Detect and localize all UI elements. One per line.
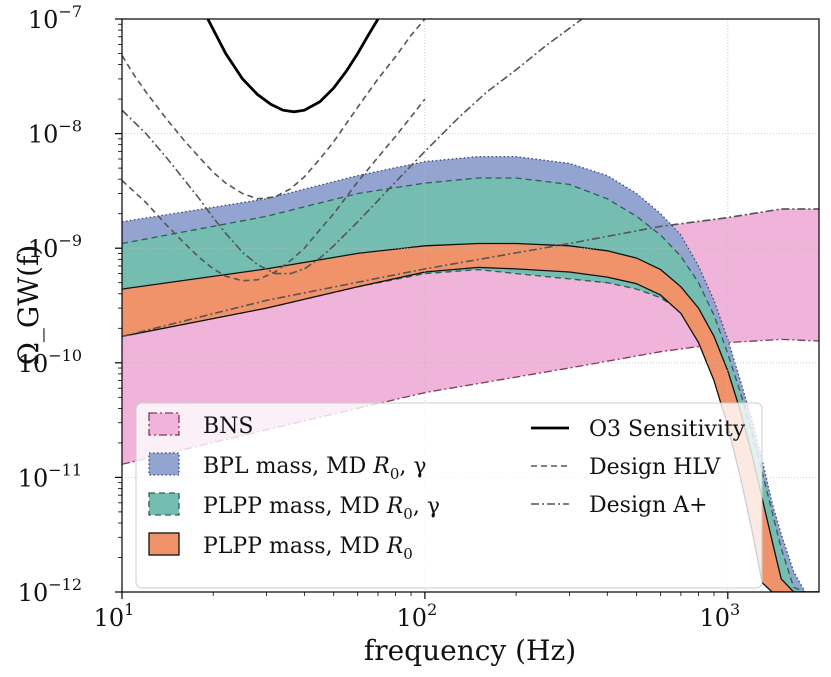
curve-aplus-a — [122, 19, 583, 275]
legend-label-hlv-a: Design HLV — [589, 455, 721, 480]
x-tick-label: 102 — [397, 600, 438, 632]
y-tick-label: 10−8 — [28, 117, 82, 149]
legend-label-o3: O3 Sensitivity — [589, 417, 746, 442]
x-tick-label: 101 — [94, 600, 135, 632]
band-upper-edge — [122, 242, 819, 592]
legend-label-plpp: PLPP mass, MD R0 — [203, 534, 413, 563]
x-tick-label: 103 — [699, 600, 740, 632]
y-tick-label: 10−9 — [28, 231, 82, 263]
band-upper-edge — [122, 177, 819, 592]
curve-hlv-a — [122, 19, 426, 200]
curve-o3 — [206, 19, 380, 114]
y-tick-label: 10−11 — [18, 460, 82, 492]
curves-layer — [122, 19, 819, 338]
legend: BNS BPL mass, MD R0, γ PLPP mass, MD R0, γ… — [135, 402, 763, 589]
legend-label-aplus-a: Design A+ — [589, 493, 708, 518]
band-lower-edge — [122, 338, 819, 465]
plot-frame — [121, 18, 820, 593]
ticks-layer: 101 102 103 10−12 10−11 10−10 10−9 10−8 10−7 — [18, 2, 740, 632]
legend-swatch-plpp — [148, 532, 180, 556]
x-axis-label: frequency (Hz) — [364, 634, 576, 667]
band-lower-edge — [122, 266, 819, 592]
legend-swatch-bpl — [148, 452, 180, 476]
y-tick-label: 10−10 — [18, 346, 82, 378]
curve-aplus-b — [122, 208, 819, 338]
legend-label-bpl: BPL mass, MD R0, γ — [203, 454, 427, 483]
band-upper-edge — [122, 155, 819, 592]
legend-frame — [135, 402, 763, 589]
legend-swatch-bns — [148, 412, 180, 436]
legend-swatch-plpp-gamma — [148, 492, 180, 516]
curve-hlv-b — [122, 98, 426, 282]
y-tick-label: 10−12 — [18, 575, 82, 607]
y-axis-label: Ω_GW(f) — [12, 245, 45, 366]
legend-label-bns: BNS — [203, 414, 254, 439]
y-tick-label: 10−7 — [28, 2, 82, 34]
legend-label-plpp-gamma: PLPP mass, MD R0, γ — [203, 494, 440, 523]
